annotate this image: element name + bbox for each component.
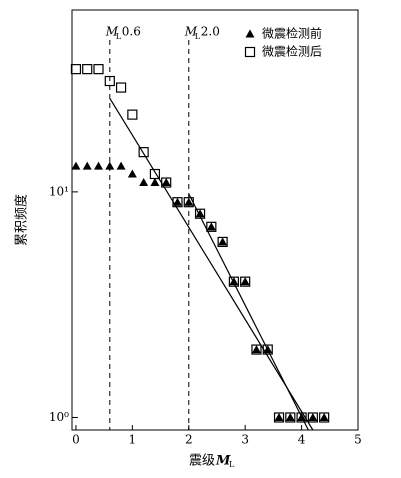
point xyxy=(251,345,261,354)
point xyxy=(138,147,149,158)
point xyxy=(285,412,295,421)
point xyxy=(229,277,239,286)
point xyxy=(319,412,329,421)
x-tick-label: 4 xyxy=(298,433,306,447)
annotation-subscript: L xyxy=(116,32,122,41)
point xyxy=(82,64,93,75)
point xyxy=(105,161,115,170)
x-tick-label: 1 xyxy=(129,433,137,447)
point xyxy=(93,64,104,75)
x-axis-subscript: L xyxy=(229,460,235,469)
point xyxy=(172,197,182,206)
point xyxy=(94,161,104,170)
annotation-text: 0.6 xyxy=(122,25,141,39)
point xyxy=(218,237,228,246)
annotation-text: 2.0 xyxy=(201,25,220,39)
plot-frame xyxy=(71,9,359,431)
point xyxy=(263,345,273,354)
point xyxy=(127,109,138,120)
annotation-subscript: L xyxy=(195,32,201,41)
x-axis-label: 震级 xyxy=(189,454,215,469)
fit-line xyxy=(109,97,314,431)
annotation-symbol: M xyxy=(105,25,119,39)
legend-marker xyxy=(244,46,256,58)
x-tick-label: 0 xyxy=(72,433,80,447)
point xyxy=(70,64,82,75)
point xyxy=(127,169,137,178)
point xyxy=(206,222,216,231)
point xyxy=(149,168,161,180)
point xyxy=(150,178,160,187)
point xyxy=(297,412,307,421)
y-tick-label: 10⁰ xyxy=(49,410,69,424)
point xyxy=(104,75,115,87)
point xyxy=(115,82,127,93)
x-tick-label: 5 xyxy=(354,433,362,447)
legend-label: 微震检测前 xyxy=(262,26,322,41)
point xyxy=(161,178,171,187)
y-axis-label: 累积频度 xyxy=(14,194,30,246)
annotation-symbol: M xyxy=(184,25,198,39)
x-axis-symbol: M xyxy=(215,454,231,469)
y-tick-label: 10¹ xyxy=(49,184,69,198)
fit-line xyxy=(188,193,309,431)
point xyxy=(116,161,126,170)
point xyxy=(139,178,149,187)
point xyxy=(240,277,250,286)
x-tick-label: 3 xyxy=(241,433,249,447)
point xyxy=(71,161,81,170)
point xyxy=(82,161,92,170)
legend-marker xyxy=(245,29,255,38)
point xyxy=(274,412,284,421)
point xyxy=(184,197,194,206)
legend-label: 微震检测后 xyxy=(262,44,322,59)
point xyxy=(308,412,318,421)
point xyxy=(195,209,205,218)
x-tick-label: 2 xyxy=(185,433,193,447)
